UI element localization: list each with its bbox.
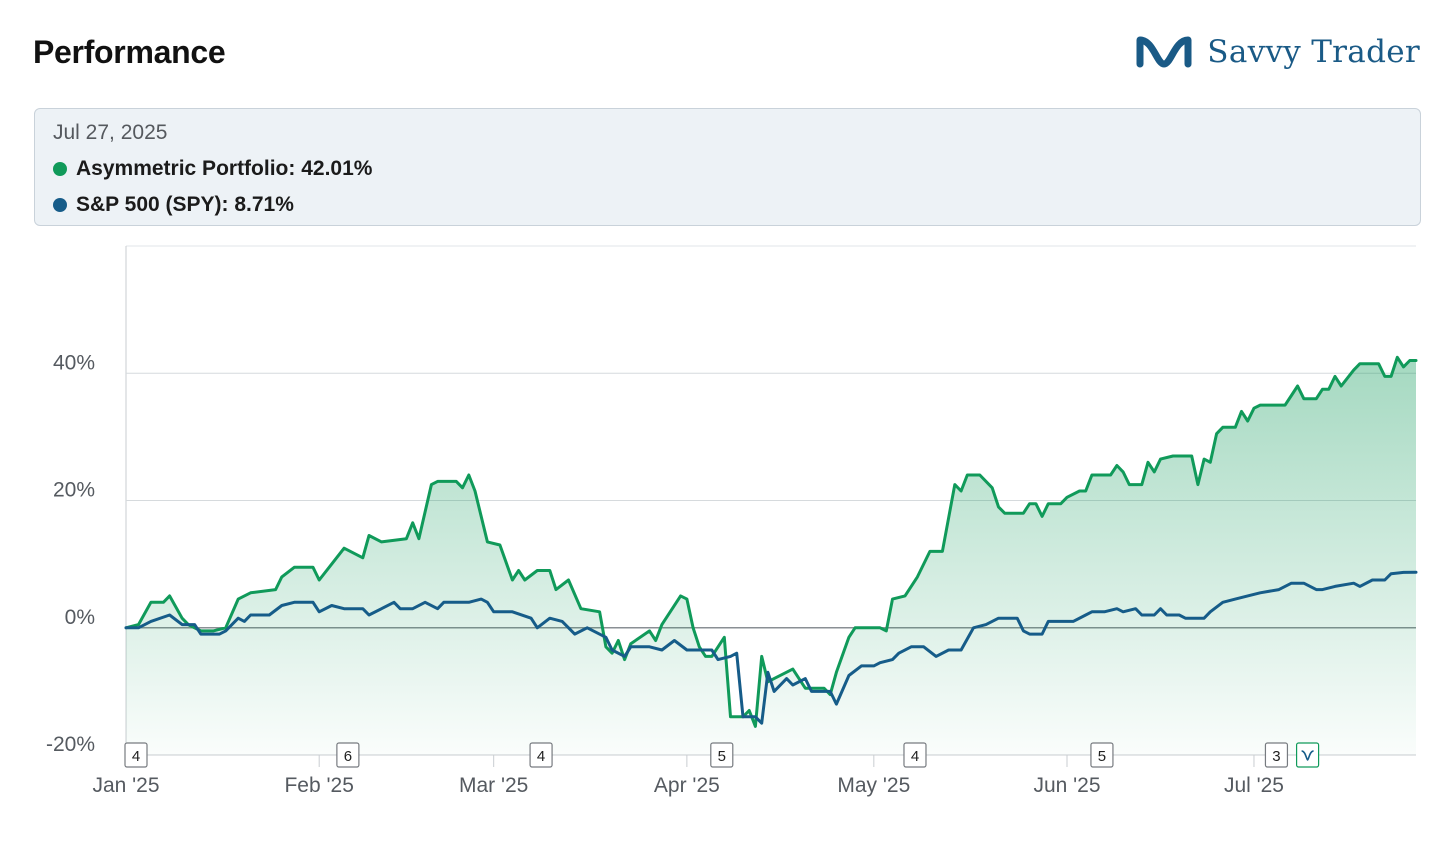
event-flag-count: 4 <box>132 748 140 765</box>
tooltip-row-spy: S&P 500 (SPY): 8.71% <box>53 193 294 217</box>
tooltip-series-label: S&P 500 (SPY) <box>76 193 222 216</box>
event-flag-box <box>1264 742 1289 768</box>
event-flag[interactable]: 5 <box>1090 742 1114 768</box>
series-area-0 <box>126 357 1416 755</box>
event-flag-count: 5 <box>1098 748 1106 765</box>
event-flag-box <box>1295 742 1320 768</box>
event-flag[interactable]: 3 <box>1264 742 1289 768</box>
event-flag[interactable]: 4 <box>529 742 553 768</box>
x-tick-label: Apr '25 <box>654 774 720 797</box>
event-flag-box <box>903 742 927 768</box>
tooltip-date: Jul 27, 2025 <box>53 121 168 144</box>
event-flag[interactable]: 4 <box>124 742 148 768</box>
event-flag-box <box>529 742 553 768</box>
y-tick-label: 40% <box>53 351 95 374</box>
y-tick-label: -20% <box>46 733 95 756</box>
x-tick-label: Mar '25 <box>459 774 528 797</box>
series-line-1[interactable] <box>124 570 1418 725</box>
x-tick-label: Jul '25 <box>1224 774 1284 797</box>
tooltip-series-value: 42.01% <box>301 157 373 180</box>
event-flag-count: 4 <box>537 748 545 765</box>
event-flag[interactable]: 6 <box>336 742 360 768</box>
event-flag[interactable]: 4 <box>903 742 927 768</box>
brand-name: Savvy Trader <box>1207 34 1420 70</box>
y-tick-label: 0% <box>65 606 95 629</box>
event-flag[interactable]: 5 <box>710 742 734 768</box>
event-flag-logo[interactable] <box>1295 742 1320 768</box>
y-tick-label: 20% <box>53 479 95 502</box>
chart-tooltip: Jul 27, 2025 Asymmetric Portfolio: 42.01… <box>34 108 1421 226</box>
event-flag-count: 4 <box>911 748 919 765</box>
tooltip-row-portfolio: Asymmetric Portfolio: 42.01% <box>53 157 372 181</box>
x-tick-label: Feb '25 <box>284 774 353 797</box>
tooltip-series-value: 8.71% <box>234 193 294 216</box>
x-tick-label: May '25 <box>837 774 910 797</box>
page-title: Performance <box>33 34 226 70</box>
savvy-trader-logo-icon <box>1301 750 1314 761</box>
event-flag-count: 3 <box>1272 748 1280 765</box>
event-flag-box <box>1090 742 1114 768</box>
event-flag-count: 6 <box>344 748 352 765</box>
x-tick-label: Jan '25 <box>92 774 159 797</box>
tooltip-series-label: Asymmetric Portfolio <box>76 157 289 180</box>
event-flag-box <box>336 742 360 768</box>
event-flag-count: 5 <box>718 748 726 765</box>
event-flag-box <box>710 742 734 768</box>
series-color-dot <box>53 198 67 212</box>
x-tick-label: Jun '25 <box>1033 774 1100 797</box>
event-flag-box <box>124 742 148 768</box>
series-color-dot <box>53 162 67 176</box>
brand-logo[interactable]: Savvy Trader <box>1135 32 1420 72</box>
savvy-trader-logo-icon <box>1136 36 1192 68</box>
